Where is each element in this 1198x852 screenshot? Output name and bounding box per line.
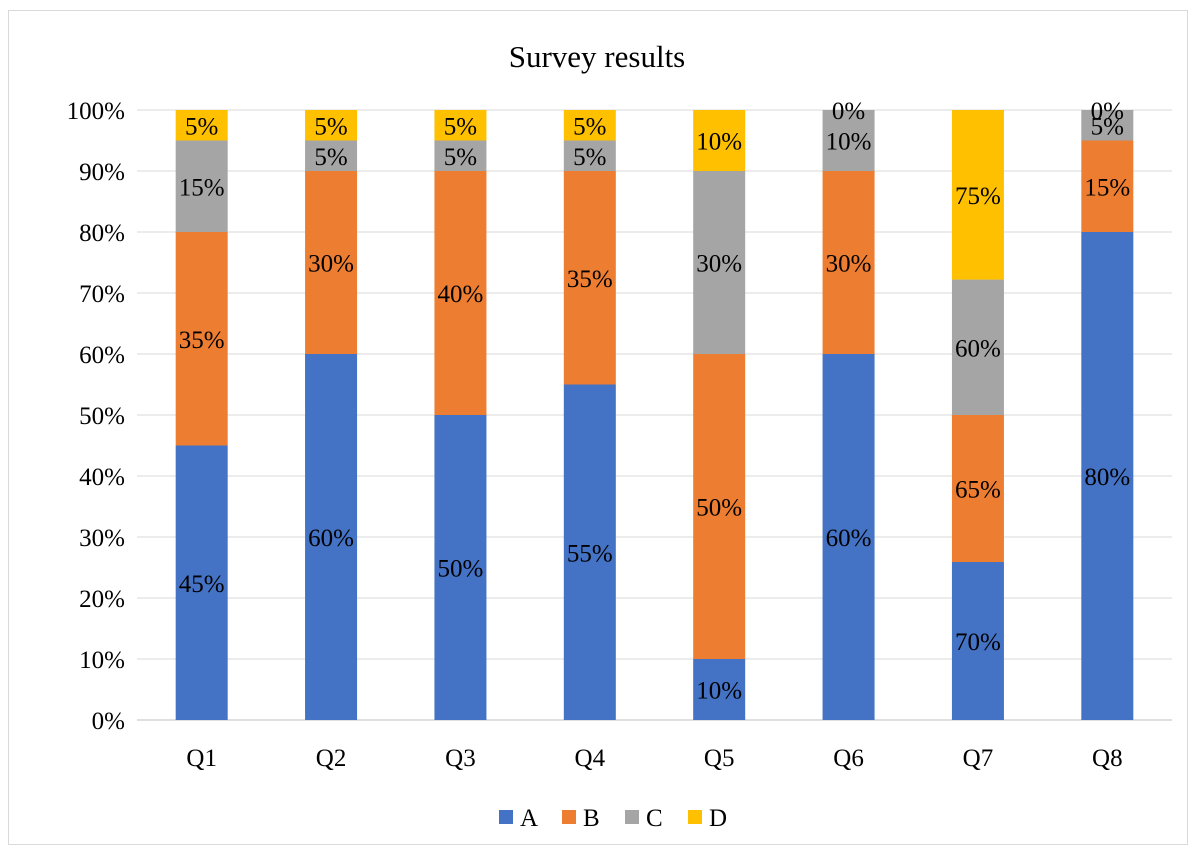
data-label: 0% — [832, 98, 865, 125]
chart-title: Survey results — [509, 39, 686, 74]
bar-segment-d-q5 — [693, 110, 746, 171]
legend-swatch-c — [625, 810, 639, 824]
chart-frame — [8, 10, 1188, 845]
bar-segment-d-q4 — [563, 110, 616, 141]
data-label: 30% — [826, 251, 872, 278]
data-labels: 45% 35% 15% 5% 60% 30% 5% 5% 50% 40% 5% 5% 55% 35% 5% 5… — [179, 98, 1130, 705]
data-label: 60% — [826, 525, 872, 552]
x-tick-label: Q1 — [186, 745, 217, 772]
data-label: 5% — [444, 113, 477, 140]
x-tick-label: Q4 — [575, 745, 606, 772]
bar-segment-b-q6 — [822, 171, 875, 354]
bar-segment-a-q3 — [434, 415, 487, 720]
legend: A B C D — [499, 805, 727, 832]
bar-segment-d-q1 — [175, 110, 228, 141]
data-label: 65% — [955, 477, 1001, 504]
data-label: 75% — [955, 183, 1001, 210]
bar-segment-a-q2 — [305, 354, 358, 720]
x-tick-label: Q7 — [963, 745, 994, 772]
y-tick-label: 20% — [79, 586, 125, 613]
data-label: 40% — [438, 281, 484, 308]
legend-label-a: A — [520, 805, 538, 832]
data-label: 10% — [696, 129, 742, 156]
data-label: 5% — [573, 113, 606, 140]
data-label: 55% — [567, 540, 613, 567]
y-tick-label: 90% — [79, 159, 125, 186]
gridlines — [137, 109, 1172, 721]
data-label: 60% — [308, 525, 354, 552]
x-tick-label: Q6 — [833, 745, 864, 772]
data-label: 5% — [444, 144, 477, 171]
data-label: 10% — [826, 129, 872, 156]
y-tick-label: 50% — [79, 403, 125, 430]
bars — [175, 110, 1134, 720]
bar-segment-b-q5 — [693, 354, 746, 659]
data-label: 5% — [1091, 113, 1124, 140]
bar-segment-a-q4 — [563, 384, 616, 720]
data-label: 50% — [696, 495, 742, 522]
bar-segment-c-q5 — [693, 171, 746, 354]
y-tick-label: 60% — [79, 342, 125, 369]
y-tick-label: 0% — [92, 708, 125, 735]
data-label: 30% — [308, 251, 354, 278]
data-label: 35% — [179, 327, 225, 354]
y-axis-tick-labels: 0% 10% 20% 30% 40% 50% 60% 70% 80% 90% 100% — [67, 98, 125, 735]
bar-segment-b-q4 — [563, 171, 616, 385]
x-tick-label: Q3 — [445, 745, 476, 772]
data-label: 0% — [1091, 98, 1124, 125]
bar-segment-a-q1 — [175, 445, 228, 720]
bar-segment-c-q8 — [1081, 110, 1134, 141]
y-tick-label: 70% — [79, 281, 125, 308]
data-label: 45% — [179, 571, 225, 598]
bar-segment-c-q2 — [305, 140, 358, 171]
data-label: 10% — [696, 678, 742, 705]
legend-swatch-b — [562, 810, 576, 824]
legend-swatch-d — [688, 810, 702, 824]
bar-segment-c-q6 — [822, 110, 875, 171]
bar-segment-b-q2 — [305, 171, 358, 354]
data-label: 70% — [955, 629, 1001, 656]
data-label: 5% — [314, 113, 347, 140]
bar-segment-d-q3 — [434, 110, 487, 141]
x-tick-label: Q2 — [316, 745, 347, 772]
bar-segment-a-q7 — [951, 562, 1004, 720]
bar-segment-c-q7 — [951, 279, 1004, 415]
data-label: 80% — [1084, 464, 1130, 491]
bar-segment-c-q3 — [434, 140, 487, 171]
bar-segment-b-q7 — [951, 415, 1004, 563]
bar-segment-a-q5 — [693, 659, 746, 720]
y-tick-label: 10% — [79, 647, 125, 674]
bar-segment-d-q7 — [951, 110, 1004, 280]
x-tick-label: Q8 — [1092, 745, 1123, 772]
bar-segment-a-q8 — [1081, 232, 1134, 720]
bar-segment-c-q4 — [563, 140, 616, 171]
data-label: 60% — [955, 335, 1001, 362]
bar-segment-c-q1 — [175, 140, 228, 232]
y-tick-label: 30% — [79, 525, 125, 552]
data-label: 50% — [438, 556, 484, 583]
y-tick-label: 100% — [67, 98, 125, 125]
bar-segment-a-q6 — [822, 354, 875, 720]
x-axis-tick-labels: Q1 Q2 Q3 Q4 Q5 Q6 Q7 Q8 — [186, 745, 1122, 772]
data-label: 35% — [567, 266, 613, 293]
data-label: 5% — [185, 113, 218, 140]
legend-label-c: C — [646, 805, 663, 832]
y-tick-label: 40% — [79, 464, 125, 491]
legend-label-d: D — [709, 805, 727, 832]
bar-segment-b-q1 — [175, 232, 228, 446]
data-label: 15% — [1084, 174, 1130, 201]
data-label: 5% — [314, 144, 347, 171]
bar-segment-b-q3 — [434, 171, 487, 415]
bar-segment-d-q2 — [305, 110, 358, 141]
legend-swatch-a — [499, 810, 513, 824]
x-tick-label: Q5 — [704, 745, 735, 772]
data-label: 5% — [573, 144, 606, 171]
y-tick-label: 80% — [79, 220, 125, 247]
data-label: 30% — [696, 251, 742, 278]
legend-label-b: B — [583, 805, 600, 832]
bar-segment-b-q8 — [1081, 140, 1134, 232]
data-label: 15% — [179, 174, 225, 201]
